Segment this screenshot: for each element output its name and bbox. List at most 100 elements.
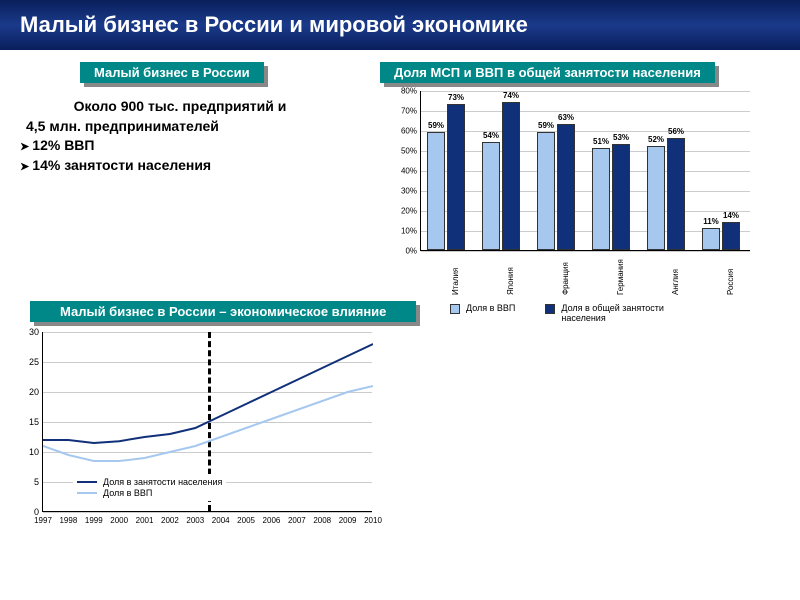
page-title: Малый бизнес в России и мировой экономик… [0, 0, 800, 50]
bar-value-label: 59% [428, 121, 444, 130]
bar-x-tick-label: Япония [506, 267, 515, 295]
legend-label: Доля в общей занятости населения [561, 303, 681, 323]
line-x-tick-label: 2005 [237, 516, 255, 525]
bar-y-tick-label: 70% [393, 107, 417, 116]
line-gridline [43, 512, 372, 513]
legend-item: Доля в занятости населения [77, 477, 222, 487]
bar-y-tick-label: 30% [393, 187, 417, 196]
line-y-tick-label: 5 [23, 477, 39, 487]
bar: 52% [647, 146, 665, 250]
legend-item: Доля в ВВП [77, 488, 222, 498]
legend-label: Доля в ВВП [103, 488, 152, 498]
bar-y-tick-label: 60% [393, 127, 417, 136]
content-area: Малый бизнес в России Около 900 тыс. пре… [0, 50, 800, 600]
bar-y-tick-label: 10% [393, 227, 417, 236]
line-x-tick-label: 2006 [263, 516, 281, 525]
bar: 14% [722, 222, 740, 250]
legend-line-sample [77, 481, 97, 483]
line-series [43, 386, 373, 461]
bar: 59% [427, 132, 445, 250]
bar-value-label: 56% [668, 127, 684, 136]
line-x-tick-label: 2000 [110, 516, 128, 525]
line-x-tick-label: 2001 [136, 516, 154, 525]
legend-item: Доля в общей занятости населения [545, 303, 681, 323]
line-x-tick-label: 2010 [364, 516, 382, 525]
bar-group: 51%53% [592, 144, 636, 250]
line-y-tick-label: 25 [23, 357, 39, 367]
legend-label: Доля в занятости населения [103, 477, 222, 487]
heading-share-label: Доля МСП и ВВП в общей занятости населен… [380, 62, 715, 83]
bar-x-tick-label: Англия [671, 269, 680, 295]
heading-russia: Малый бизнес в России [80, 62, 264, 83]
legend-swatch [545, 304, 555, 314]
line-chart: 0510152025301997199819992000200120022003… [20, 332, 380, 562]
bar-y-tick-label: 50% [393, 147, 417, 156]
bar-y-tick-label: 40% [393, 167, 417, 176]
bar: 59% [537, 132, 555, 250]
legend-label: Доля в ВВП [466, 303, 515, 313]
bar-x-tick-label: Италия [451, 268, 460, 295]
stats-bullet-gdp: 12% ВВП [20, 136, 340, 156]
bar-value-label: 53% [613, 133, 629, 142]
bar-value-label: 59% [538, 121, 554, 130]
heading-share: Доля МСП и ВВП в общей занятости населен… [380, 62, 715, 83]
bar-chart-legend: Доля в ВВП Доля в общей занятости населен… [450, 303, 681, 323]
heading-influence-label: Малый бизнес в России – экономическое вл… [30, 301, 416, 322]
bar: 53% [612, 144, 630, 250]
bar-group: 11%14% [702, 222, 746, 250]
line-x-tick-label: 2002 [161, 516, 179, 525]
bar-gridline [421, 251, 750, 252]
bar-group: 54%74% [482, 102, 526, 250]
bar-value-label: 11% [703, 217, 719, 226]
line-x-tick-label: 1998 [59, 516, 77, 525]
heading-russia-label: Малый бизнес в России [80, 62, 264, 83]
legend-item: Доля в ВВП [450, 303, 515, 323]
stats-block: Около 900 тыс. предприятий и 4,5 млн. пр… [20, 97, 340, 175]
bar: 73% [447, 104, 465, 250]
legend-line-sample [77, 492, 97, 494]
bar: 63% [557, 124, 575, 250]
line-chart-legend: Доля в занятости населенияДоля в ВВП [73, 474, 226, 501]
bar-group: 52%56% [647, 138, 691, 250]
line-y-tick-label: 10 [23, 447, 39, 457]
bar-group: 59%73% [427, 104, 471, 250]
line-y-tick-label: 20 [23, 387, 39, 397]
bar: 74% [502, 102, 520, 250]
stats-line1: Около 900 тыс. предприятий и [20, 97, 340, 117]
line-x-tick-label: 1997 [34, 516, 52, 525]
bar: 56% [667, 138, 685, 250]
bar-value-label: 52% [648, 135, 664, 144]
bar-y-tick-label: 20% [393, 207, 417, 216]
line-x-tick-label: 2003 [186, 516, 204, 525]
bar: 54% [482, 142, 500, 250]
bar-value-label: 54% [483, 131, 499, 140]
line-series [43, 344, 373, 443]
line-x-tick-label: 2007 [288, 516, 306, 525]
bar-y-tick-label: 0% [393, 247, 417, 256]
line-y-tick-label: 15 [23, 417, 39, 427]
stats-bullet-employment: 14% занятости населения [20, 156, 340, 176]
bar-chart: 0%10%20%30%40%50%60%70%80%59%73%Италия54… [390, 91, 760, 291]
bar-x-tick-label: Германия [616, 259, 625, 295]
bar-value-label: 74% [503, 91, 519, 100]
bar-value-label: 73% [448, 93, 464, 102]
legend-swatch [450, 304, 460, 314]
bar-value-label: 14% [723, 211, 739, 220]
bar-gridline [421, 91, 750, 92]
line-y-tick-label: 30 [23, 327, 39, 337]
line-x-tick-label: 2009 [339, 516, 357, 525]
title-text: Малый бизнес в России и мировой экономик… [20, 12, 528, 38]
bar-x-tick-label: Франция [561, 262, 570, 295]
bar: 51% [592, 148, 610, 250]
bar: 11% [702, 228, 720, 250]
bar-group: 59%63% [537, 124, 581, 250]
heading-influence: Малый бизнес в России – экономическое вл… [30, 301, 416, 322]
bar-y-tick-label: 80% [393, 87, 417, 96]
bar-value-label: 63% [558, 113, 574, 122]
stats-line2: 4,5 млн. предпринимателей [26, 117, 340, 137]
bar-value-label: 51% [593, 137, 609, 146]
line-x-tick-label: 2008 [313, 516, 331, 525]
bar-x-tick-label: Россия [726, 269, 735, 295]
line-x-tick-label: 1999 [85, 516, 103, 525]
line-x-tick-label: 2004 [212, 516, 230, 525]
